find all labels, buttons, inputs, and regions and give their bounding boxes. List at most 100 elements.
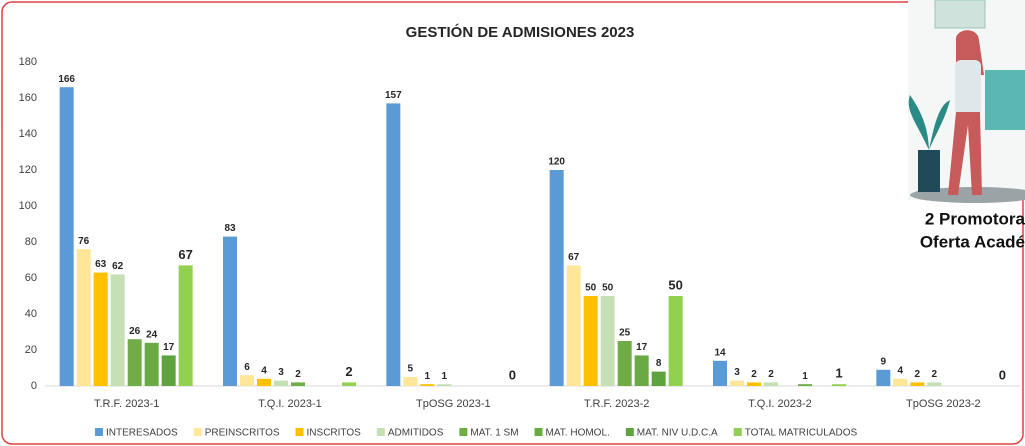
value-label: 157 bbox=[385, 90, 402, 101]
value-label: 1 bbox=[802, 371, 808, 382]
value-label: 17 bbox=[163, 342, 175, 353]
value-label: 24 bbox=[146, 329, 158, 340]
value-label: 0 bbox=[509, 367, 516, 382]
y-tick-label: 80 bbox=[25, 236, 37, 248]
bar bbox=[179, 265, 193, 386]
window bbox=[935, 0, 985, 28]
bar bbox=[145, 343, 159, 386]
bar bbox=[832, 384, 846, 386]
bar bbox=[550, 170, 564, 386]
legend-label: TOTAL MATRICULADOS bbox=[745, 428, 858, 439]
value-label: 0 bbox=[999, 367, 1006, 382]
bar bbox=[403, 377, 417, 386]
value-label: 17 bbox=[636, 342, 648, 353]
value-label: 1 bbox=[425, 371, 431, 382]
value-label: 3 bbox=[278, 367, 284, 378]
bar bbox=[94, 273, 108, 386]
bar bbox=[162, 355, 176, 386]
bar bbox=[893, 379, 907, 386]
bar bbox=[567, 265, 581, 386]
pot bbox=[918, 150, 940, 192]
value-label: 120 bbox=[548, 157, 565, 168]
value-label: 25 bbox=[619, 328, 631, 339]
value-label: 76 bbox=[78, 236, 90, 247]
bar bbox=[60, 87, 74, 386]
bar bbox=[257, 379, 271, 386]
legend-label: INTERESADOS bbox=[106, 428, 178, 439]
bar bbox=[798, 384, 812, 386]
value-label: 9 bbox=[881, 356, 887, 367]
bar bbox=[669, 296, 683, 386]
legend-swatch bbox=[95, 428, 103, 436]
chart-title: GESTIÓN DE ADMISIONES 2023 bbox=[406, 23, 635, 41]
bar bbox=[437, 384, 451, 386]
value-label: 1 bbox=[835, 366, 842, 381]
bar bbox=[223, 237, 237, 386]
value-label: 3 bbox=[734, 367, 740, 378]
legend-label: ADMITIDOS bbox=[388, 428, 444, 439]
legend-swatch bbox=[535, 428, 543, 436]
bar bbox=[713, 361, 727, 386]
bar bbox=[420, 384, 434, 386]
value-label: 14 bbox=[714, 347, 726, 358]
bar bbox=[128, 339, 142, 386]
y-tick-label: 140 bbox=[19, 128, 37, 140]
legend-swatch bbox=[377, 428, 385, 436]
bar bbox=[77, 249, 91, 386]
value-label: 2 bbox=[932, 369, 938, 380]
value-label: 50 bbox=[602, 283, 614, 294]
bar bbox=[601, 296, 615, 386]
bar bbox=[618, 341, 632, 386]
bar bbox=[240, 375, 254, 386]
legend-swatch bbox=[734, 428, 742, 436]
value-label: 2 bbox=[345, 364, 352, 379]
x-tick-label: T.Q.I. 2023-1 bbox=[258, 398, 322, 410]
bar bbox=[927, 382, 941, 386]
bar bbox=[584, 296, 598, 386]
bar bbox=[730, 381, 744, 386]
bar bbox=[111, 274, 125, 386]
value-label: 67 bbox=[178, 247, 192, 262]
y-tick-label: 60 bbox=[25, 272, 37, 284]
y-tick-label: 40 bbox=[25, 308, 37, 320]
legend-label: PREINSCRITOS bbox=[205, 428, 280, 439]
legend-label: MAT. 1 SM bbox=[470, 428, 518, 439]
bar bbox=[635, 355, 649, 386]
x-tick-label: TpOSG 2023-2 bbox=[906, 398, 981, 410]
promo-line: Oferta Acadé bbox=[920, 232, 1025, 251]
bar bbox=[876, 370, 890, 386]
bar bbox=[652, 372, 666, 386]
chart: GESTIÓN DE ADMISIONES 2023 0204060801001… bbox=[0, 0, 1025, 446]
bar bbox=[764, 382, 778, 386]
value-label: 166 bbox=[58, 74, 75, 85]
value-label: 5 bbox=[408, 364, 414, 375]
legend-swatch bbox=[626, 428, 634, 436]
promo-illustration: 2 Promotora Oferta Acadé bbox=[908, 0, 1025, 251]
y-tick-label: 160 bbox=[19, 92, 37, 104]
legend-label: MAT. HOMOL. bbox=[546, 428, 610, 439]
bar bbox=[386, 103, 400, 386]
value-label: 83 bbox=[224, 223, 236, 234]
value-label: 1 bbox=[442, 371, 448, 382]
bar bbox=[291, 382, 305, 386]
value-label: 2 bbox=[915, 369, 921, 380]
value-label: 2 bbox=[751, 369, 757, 380]
value-label: 26 bbox=[129, 326, 141, 337]
bar bbox=[342, 382, 356, 386]
legend-label: MAT. NIV U.D.C.A bbox=[637, 428, 718, 439]
y-tick-label: 180 bbox=[19, 56, 37, 68]
screen bbox=[985, 70, 1025, 130]
y-tick-label: 20 bbox=[25, 344, 37, 356]
y-tick-label: 100 bbox=[19, 200, 37, 212]
bar bbox=[910, 382, 924, 386]
value-label: 4 bbox=[261, 365, 267, 376]
y-tick-label: 120 bbox=[19, 164, 37, 176]
legend-swatch bbox=[296, 428, 304, 436]
value-label: 50 bbox=[668, 277, 682, 292]
x-tick-label: T.R.F. 2023-1 bbox=[94, 398, 159, 410]
legend-swatch bbox=[459, 428, 467, 436]
x-tick-label: T.Q.I. 2023-2 bbox=[748, 398, 812, 410]
bar bbox=[747, 382, 761, 386]
value-label: 62 bbox=[112, 261, 124, 272]
x-tick-label: TpOSG 2023-1 bbox=[416, 398, 491, 410]
